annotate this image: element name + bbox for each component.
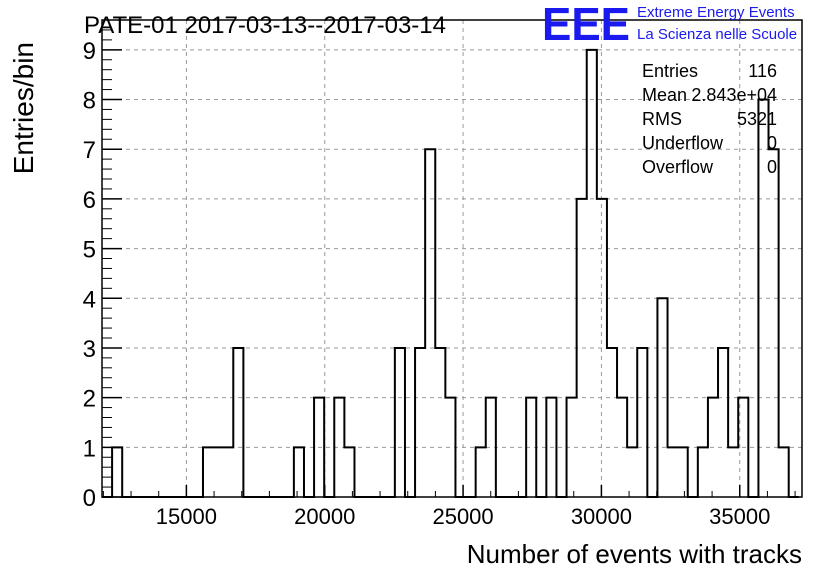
chart-title: PATE-01 2017-03-13--2017-03-14 (84, 12, 446, 39)
stats-entries-value: 116 (748, 61, 777, 81)
y-tick-label: 2 (83, 386, 96, 413)
x-axis-ticks: 15000 20000 25000 30000 35000 (102, 485, 796, 529)
y-axis-label: Entries/bin (8, 42, 39, 174)
stats-overflow-label: Overflow (642, 157, 714, 177)
stats-mean-value: 2.843e+04 (691, 85, 777, 105)
y-tick-label: 8 (83, 88, 96, 115)
stats-rms-label: RMS (642, 109, 682, 129)
y-tick-label: 5 (83, 237, 96, 264)
y-tick-label: 1 (83, 435, 96, 462)
y-tick-label: 4 (83, 286, 96, 313)
stats-box: Entries 116 Mean 2.843e+04 RMS 5321 Unde… (642, 61, 777, 177)
y-axis-ticks: 0 1 2 3 4 5 6 7 8 9 (83, 19, 122, 512)
logo-line-2: La Scienza nelle Scuole (637, 26, 797, 43)
histogram-series (102, 48, 799, 498)
stats-rms-value: 5321 (737, 109, 777, 129)
y-tick-label: 9 (83, 38, 96, 65)
x-tick-label: 35000 (709, 504, 770, 529)
logo-line-1: Extreme Energy Events (637, 4, 795, 21)
y-tick-label: 6 (83, 187, 96, 214)
y-tick-label: 7 (83, 137, 96, 164)
stats-overflow-value: 0 (767, 157, 777, 177)
stats-mean-label: Mean (642, 85, 687, 105)
y-tick-label: 3 (83, 336, 96, 363)
x-tick-label: 25000 (432, 504, 493, 529)
eee-logo: EEE (542, 0, 630, 50)
y-tick-label: 0 (83, 485, 96, 512)
x-axis-label: Number of events with tracks (467, 539, 802, 569)
x-tick-label: 20000 (294, 504, 355, 529)
x-tick-label: 15000 (156, 504, 217, 529)
stats-entries-label: Entries (642, 61, 698, 81)
x-tick-label: 30000 (571, 504, 632, 529)
stats-underflow-label: Underflow (642, 133, 724, 153)
stats-underflow-value: 0 (767, 133, 777, 153)
